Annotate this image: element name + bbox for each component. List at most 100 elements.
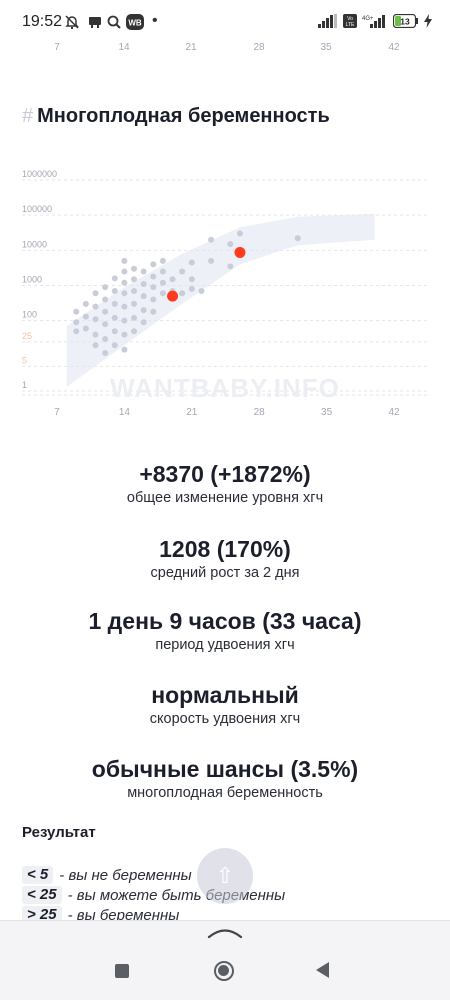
y-tick-label: 1000000 [22, 169, 57, 179]
reference-point [131, 287, 138, 294]
reference-point [82, 313, 89, 320]
reference-point [121, 257, 128, 264]
reference-point [140, 319, 147, 326]
chevron-up-icon[interactable] [206, 926, 244, 945]
reference-point [73, 308, 80, 315]
y-tick-label: 5 [22, 355, 27, 365]
reference-point [227, 263, 234, 270]
y-tick-label: 100000 [22, 204, 52, 214]
reference-point [121, 279, 128, 286]
result-badge: < 25 [22, 886, 62, 904]
reference-point [140, 281, 147, 288]
top-axis-tick: 28 [253, 42, 265, 53]
reference-point [92, 303, 99, 310]
stat-label: многоплодная беременность [127, 785, 323, 801]
result-text: - вы беременны [67, 906, 180, 924]
result-badge: > 25 [22, 906, 62, 924]
result-badge: < 5 [22, 866, 54, 884]
reference-point [159, 257, 166, 264]
reference-point [121, 331, 128, 338]
reference-point [102, 296, 109, 303]
reference-point [150, 261, 157, 268]
status-time: 19:52 [22, 13, 63, 30]
hcg-multiple-pregnancy-chart: 1000000 100000 10000 1000 100 25 5 1 7 14 21 28 35 42… [0, 165, 450, 425]
section-title: # Многоплодная беременность [22, 105, 330, 128]
stat-doubling-period: 1 день 9 часов (33 часа) период удвоения… [0, 607, 450, 655]
reference-point [188, 259, 195, 266]
stat-label: скорость удвоения хгч [149, 711, 301, 727]
result-row: > 25 - вы беременны [22, 906, 179, 924]
reference-point [102, 336, 109, 343]
x-tick-label: 21 [186, 407, 198, 418]
reference-point [111, 342, 118, 349]
reference-point [150, 273, 157, 280]
reference-point [208, 257, 215, 264]
chart-svg: 1000000 100000 10000 1000 100 25 5 1 7 14 21 28 35 42… [22, 169, 430, 418]
reference-point [102, 321, 109, 328]
search-icon [106, 14, 122, 35]
volte-icon: Vo LTE [343, 14, 357, 33]
reference-point [121, 317, 128, 324]
status-bar: 19:52 WB • Vo LTE 4G+ 13 [0, 0, 450, 46]
signal-4g-icon: 4G+ [362, 14, 388, 33]
back-icon[interactable] [316, 962, 329, 978]
reference-point [121, 290, 128, 297]
reference-point [82, 325, 89, 332]
highlighted-point [167, 290, 179, 302]
x-tick-label: 14 [119, 407, 131, 418]
top-axis-tick: 35 [320, 42, 332, 53]
recent-apps-icon[interactable] [115, 964, 129, 978]
reference-band [66, 213, 375, 387]
top-axis-tick: 21 [185, 42, 197, 53]
reference-point [131, 300, 138, 307]
reference-point [131, 328, 138, 335]
battery-icon: 13 [392, 13, 419, 33]
reference-point [73, 319, 80, 326]
scroll-to-top-button[interactable]: ⇧ [197, 848, 253, 904]
reference-point [227, 241, 234, 248]
stat-value: нормальный [151, 682, 299, 708]
reference-point [92, 342, 99, 349]
reference-point [102, 350, 109, 357]
reference-point [188, 276, 195, 283]
charging-icon [424, 14, 432, 33]
top-axis-tick: 14 [118, 42, 130, 53]
reference-point [294, 235, 301, 242]
reference-point [179, 290, 186, 297]
muted-bell-icon [64, 14, 80, 35]
status-right-group: Vo LTE 4G+ 13 [318, 13, 432, 33]
top-axis-tick: 42 [388, 42, 400, 53]
reference-point [169, 276, 176, 283]
reference-point [111, 275, 118, 282]
stat-label: общее изменение уровня хгч [126, 490, 324, 506]
home-icon[interactable] [214, 961, 234, 981]
arrow-up-icon: ⇧ [215, 863, 235, 888]
reference-point [159, 279, 166, 286]
reference-point [236, 230, 243, 237]
reference-point [102, 308, 109, 315]
reference-point [121, 346, 128, 353]
stat-multiple-chance: обычные шансы (3.5%) многоплодная береме… [0, 755, 450, 803]
reference-point [92, 331, 99, 338]
reference-point [159, 290, 166, 297]
x-tick-label: 35 [321, 407, 333, 418]
section-hash: # [22, 105, 34, 127]
svg-text:LTE: LTE [346, 22, 355, 28]
reference-point [131, 265, 138, 272]
dot-icon: • [152, 12, 158, 29]
reference-point [198, 287, 205, 294]
stat-average-growth: 1208 (170%) средний рост за 2 дня [0, 535, 450, 583]
reference-point [92, 290, 99, 297]
stat-value: 1 день 9 часов (33 часа) [88, 608, 362, 634]
reference-point [140, 293, 147, 300]
stat-value: обычные шансы (3.5%) [91, 756, 359, 782]
reference-point [150, 284, 157, 291]
stat-doubling-speed: нормальный скорость удвоения хгч [0, 681, 450, 729]
reference-point [208, 236, 215, 243]
reference-point [73, 328, 80, 335]
reference-point [82, 300, 89, 307]
reference-point [111, 328, 118, 335]
reference-point [150, 308, 157, 315]
network-type-label: 4G+ [362, 16, 374, 22]
y-tick-label: 100 [22, 310, 37, 320]
